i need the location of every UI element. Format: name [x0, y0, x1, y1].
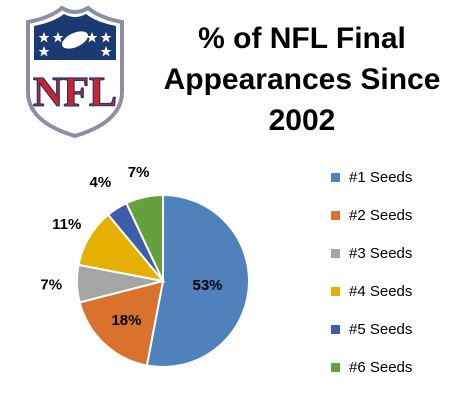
- legend-swatch-4: [331, 287, 340, 296]
- pie-chart: 53% 18% 7% 11% 4% 7% #1 Seeds #2 Seeds #3 Seeds…: [40, 164, 412, 376]
- logo-lettering: NFL: [33, 70, 117, 116]
- pie-slice-6: [125, 193, 164, 282]
- pie-slice-2: [78, 279, 165, 367]
- legend-label-6: #6 Seeds: [349, 359, 412, 376]
- legend-label-5: #5 Seeds: [349, 321, 412, 338]
- legend-swatch-3: [331, 249, 340, 258]
- data-label-2: 18%: [111, 312, 141, 329]
- data-label-6: 7%: [128, 164, 150, 181]
- legend-swatch-6: [331, 363, 340, 372]
- legend-label-1: #1 Seeds: [349, 169, 412, 186]
- chart-title: % of NFL Final Appearances Since 2002: [150, 18, 454, 141]
- nfl-shield-logo: NFL: [26, 5, 124, 139]
- title-line-1: % of NFL Final: [198, 22, 406, 55]
- chart-legend: #1 Seeds #2 Seeds #3 Seeds #4 Seeds #5 Seeds…: [331, 169, 412, 376]
- legend-label-2: #2 Seeds: [349, 207, 412, 224]
- pie-data-labels: 53% 18% 7% 11% 4% 7%: [40, 164, 222, 329]
- pie-slice-1: [145, 193, 250, 368]
- legend-label-3: #3 Seeds: [349, 245, 412, 262]
- legend-swatch-2: [331, 211, 340, 220]
- title-line-3: 2002: [268, 104, 336, 137]
- legend-swatch-5: [331, 325, 340, 334]
- data-label-4: 11%: [52, 216, 81, 233]
- legend-label-4: #4 Seeds: [349, 283, 412, 300]
- title-line-2: Appearances Since: [163, 63, 441, 96]
- pie-slices: [76, 193, 250, 368]
- data-label-1: 53%: [193, 277, 223, 294]
- data-label-3: 7%: [40, 277, 62, 294]
- legend-swatch-1: [331, 173, 340, 182]
- data-label-5: 4%: [89, 174, 111, 191]
